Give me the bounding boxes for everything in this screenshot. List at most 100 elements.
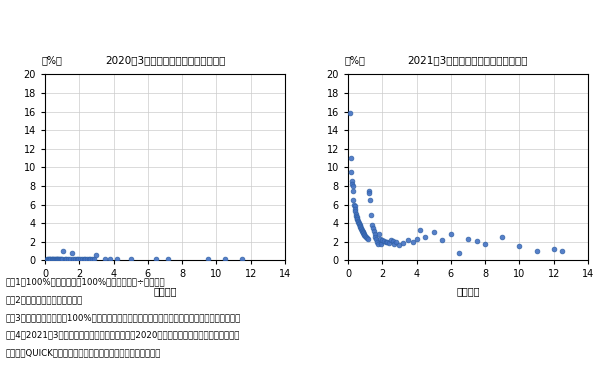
Point (362, 235, 371, 241)
Point (356, 226, 366, 232)
Point (377, 241, 386, 247)
Point (352, 213, 361, 219)
Point (364, 187, 373, 193)
Point (347, 178, 356, 184)
Point (349, 187, 358, 193)
Point (60, 257, 70, 263)
Point (350, 206, 359, 212)
Point (74, 257, 83, 263)
Point (383, 239, 392, 245)
Point (68, 257, 78, 263)
Point (347, 181, 357, 187)
Point (45, 257, 55, 263)
Point (398, 240, 407, 246)
Point (352, 214, 361, 219)
Point (220, 257, 230, 263)
Point (53, 257, 63, 263)
Point (72, 257, 82, 263)
Point (373, 239, 382, 245)
Point (42, 257, 52, 263)
Point (369, 228, 379, 234)
Point (54, 257, 64, 263)
Point (65, 257, 74, 263)
Text: （兆円）: （兆円） (153, 286, 177, 296)
Point (395, 242, 404, 248)
Point (349, 202, 359, 208)
Text: （兆円）: （兆円） (456, 286, 480, 296)
Point (421, 234, 430, 240)
Point (358, 230, 368, 235)
Point (353, 219, 363, 225)
Point (381, 239, 391, 245)
Point (371, 236, 381, 242)
Point (55, 257, 65, 263)
Point (51, 257, 61, 263)
Point (126, 257, 136, 263)
Point (367, 222, 377, 228)
Point (203, 257, 212, 263)
Text: （注1）100%保証割合は、100%保証債務残高÷貸出金。: （注1）100%保証割合は、100%保証債務残高÷貸出金。 (6, 277, 166, 286)
Point (356, 224, 365, 230)
Text: （%）: （%） (42, 55, 63, 65)
Point (348, 183, 358, 189)
Point (412, 236, 421, 242)
Point (47, 257, 57, 263)
Text: （注2）貸出金はいずれも末残。: （注2）貸出金はいずれも末残。 (6, 295, 83, 304)
Point (388, 238, 397, 244)
Point (403, 237, 413, 243)
Point (350, 203, 359, 209)
Point (365, 190, 374, 196)
Point (53, 257, 62, 263)
Point (481, 241, 490, 247)
Point (76, 257, 85, 263)
Text: 図表　地域銀行の貸出金（横軸）と貸出金に占める100%保証割合（縦軸）: 図表 地域銀行の貸出金（横軸）と貸出金に占める100%保証割合（縦軸） (7, 9, 296, 22)
Point (351, 211, 361, 217)
Point (549, 246, 559, 252)
Point (57, 257, 67, 263)
Point (463, 236, 473, 242)
Point (375, 236, 385, 242)
Point (376, 239, 385, 245)
Point (358, 228, 367, 234)
Point (365, 197, 375, 203)
Point (361, 233, 370, 239)
Point (355, 222, 364, 228)
Point (415, 227, 425, 233)
Point (52, 257, 61, 263)
Point (46, 257, 55, 263)
Point (106, 257, 115, 263)
Point (377, 237, 387, 243)
Point (363, 236, 373, 242)
Text: （注3）保証債務残高は、100%保証のうちセーフティネット等で各月末の保証債務残高の平均。: （注3）保証債務残高は、100%保証のうちセーフティネット等で各月末の保証債務残… (6, 313, 241, 322)
Point (354, 220, 364, 226)
Point (50, 257, 60, 263)
Text: 2021年3月末（ゼロゼロ融資導入後）: 2021年3月末（ゼロゼロ融資導入後） (408, 55, 528, 65)
Point (367, 212, 376, 218)
Point (371, 234, 380, 240)
Point (100, 257, 110, 263)
Point (355, 223, 365, 229)
Point (58, 248, 68, 254)
Point (112, 257, 122, 263)
Point (88, 257, 97, 263)
Point (368, 225, 377, 231)
Point (391, 239, 401, 245)
Point (353, 217, 362, 222)
Point (386, 237, 395, 243)
Point (515, 243, 524, 249)
Point (238, 257, 247, 263)
Point (361, 234, 371, 240)
Point (374, 231, 383, 237)
Point (79, 257, 88, 263)
Point (356, 225, 365, 231)
Point (437, 237, 447, 243)
Point (446, 231, 455, 237)
Point (350, 208, 360, 214)
Point (379, 238, 389, 244)
Point (357, 227, 367, 233)
Point (355, 221, 364, 227)
Point (345, 110, 355, 116)
Point (409, 239, 418, 245)
Point (385, 240, 394, 246)
Point (89, 257, 98, 263)
